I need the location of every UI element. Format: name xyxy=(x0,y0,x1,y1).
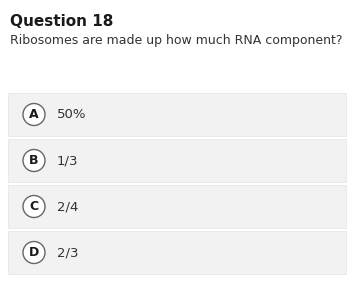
Text: B: B xyxy=(29,154,39,167)
Text: 1/3: 1/3 xyxy=(57,154,78,167)
Text: C: C xyxy=(29,200,39,213)
Text: 50%: 50% xyxy=(57,108,87,121)
Text: Ribosomes are made up how much RNA component?: Ribosomes are made up how much RNA compo… xyxy=(10,34,343,47)
FancyBboxPatch shape xyxy=(8,93,346,136)
Text: 2/4: 2/4 xyxy=(57,200,78,213)
Text: D: D xyxy=(29,246,39,259)
Text: Question 18: Question 18 xyxy=(10,14,113,29)
Text: 2/3: 2/3 xyxy=(57,246,78,259)
FancyBboxPatch shape xyxy=(8,185,346,228)
Circle shape xyxy=(23,103,45,125)
Text: A: A xyxy=(29,108,39,121)
Circle shape xyxy=(23,241,45,263)
FancyBboxPatch shape xyxy=(8,231,346,274)
Circle shape xyxy=(23,149,45,171)
Circle shape xyxy=(23,195,45,217)
FancyBboxPatch shape xyxy=(8,139,346,182)
